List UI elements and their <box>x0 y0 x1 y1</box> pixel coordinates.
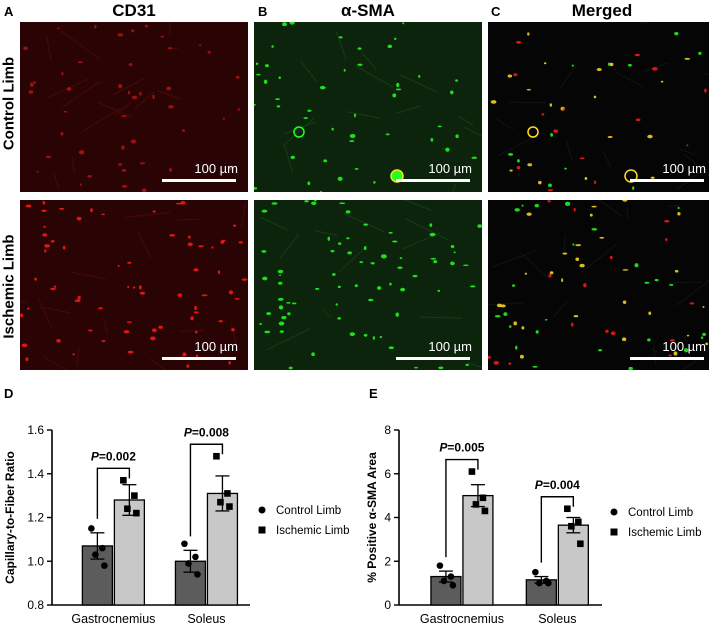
chart-asma-area: 0 2 4 6 8 % Positive α-SMA Area Gastrocnemius P… <box>365 423 702 626</box>
scale-bar-label: 100 µm <box>194 339 238 354</box>
data-point <box>194 571 201 578</box>
data-point <box>124 505 131 513</box>
p-value-label: P=0.002 <box>91 449 136 463</box>
legend-label: Ischemic Limb <box>628 527 702 539</box>
scale-bar-label: 100 µm <box>662 161 706 176</box>
x-tick-label: Soleus <box>187 612 225 626</box>
row-title-ischemic: Ischemic Limb <box>0 234 18 339</box>
scale-bar-label: 100 µm <box>428 161 472 176</box>
data-point <box>536 579 543 587</box>
row-title-control: Control Limb <box>0 56 18 151</box>
y-axis-label: % Positive α-SMA Area <box>365 452 379 583</box>
legend-marker-control <box>610 508 618 516</box>
scale-bar-label: 100 µm <box>194 161 238 176</box>
scale-bar <box>162 179 236 182</box>
significance-bracket <box>445 458 479 558</box>
micrograph-asma-ischemic: 100 µm <box>254 200 482 370</box>
scale-bar <box>396 179 470 182</box>
significance-bracket <box>540 496 575 563</box>
legend-marker-ischemic <box>258 526 266 534</box>
micrograph-cd31-ischemic: 100 µm <box>20 200 248 370</box>
bar <box>206 492 239 606</box>
bar <box>113 499 146 606</box>
data-point <box>217 498 224 506</box>
y-tick-label: 0 <box>384 598 391 612</box>
legend-marker-control <box>258 506 266 514</box>
data-point <box>568 522 575 530</box>
data-point <box>92 551 99 558</box>
data-point <box>575 518 582 526</box>
x-tick-label: Gastrocnemius <box>71 612 155 626</box>
data-point <box>213 452 220 460</box>
y-tick-label: 1.2 <box>27 511 44 525</box>
bar <box>430 575 462 606</box>
panel-letter-d: D <box>4 386 14 401</box>
x-tick-label: Gastrocnemius <box>420 612 504 626</box>
scale-bar <box>162 357 236 360</box>
data-point <box>181 540 188 548</box>
significance-bracket <box>96 467 131 519</box>
panel-letter-c: C <box>491 4 501 19</box>
data-point <box>436 562 444 569</box>
panel-letter-e: E <box>369 386 378 401</box>
data-point <box>440 577 448 585</box>
data-point <box>479 494 487 502</box>
micrograph-merged-control: 100 µm <box>488 22 709 192</box>
column-title-asma: α-SMA <box>341 1 395 20</box>
data-point <box>468 468 476 475</box>
data-point <box>185 560 192 567</box>
p-value-label: P=0.005 <box>439 441 484 455</box>
x-tick-label: Soleus <box>538 612 576 626</box>
data-point <box>532 568 539 576</box>
y-tick-label: 1.6 <box>27 423 44 437</box>
data-point <box>472 501 480 508</box>
data-point <box>449 582 457 589</box>
y-tick-label: 6 <box>384 467 391 481</box>
micrograph-merged-ischemic: 100 µm <box>488 200 709 370</box>
legend-marker-ischemic <box>610 528 618 536</box>
legend-label: Ischemic Limb <box>276 525 350 537</box>
data-point <box>131 492 138 499</box>
panel-letter-a: A <box>4 4 14 19</box>
data-point <box>481 507 489 515</box>
p-value-label: P=0.008 <box>184 425 229 439</box>
data-point <box>447 573 455 580</box>
data-point <box>545 579 552 587</box>
scale-bar <box>630 179 704 182</box>
data-point <box>99 544 106 552</box>
data-point <box>192 553 199 561</box>
p-value-label: P=0.004 <box>535 478 580 492</box>
data-point <box>88 525 95 532</box>
data-point <box>564 505 571 513</box>
column-title-cd31: CD31 <box>112 1 156 20</box>
legend-label: Control Limb <box>276 505 341 517</box>
y-tick-label: 0.8 <box>27 598 44 612</box>
y-axis-label: Capillary-to-Fiber Ratio <box>3 451 17 584</box>
y-tick-label: 1.4 <box>27 467 44 481</box>
bar <box>557 524 589 606</box>
y-tick-label: 8 <box>384 423 391 437</box>
data-point <box>120 477 127 484</box>
micrograph-asma-control: 100 µm <box>254 22 482 192</box>
scale-bar-label: 100 µm <box>428 339 472 354</box>
y-tick-label: 4 <box>384 511 391 525</box>
data-point <box>133 509 140 517</box>
scale-bar <box>630 357 704 360</box>
column-title-merged: Merged <box>571 1 633 20</box>
scale-bar <box>396 357 470 360</box>
bar <box>462 494 494 606</box>
data-point <box>226 503 233 510</box>
legend-label: Control Limb <box>628 507 693 519</box>
micrograph-cd31-control: 100 µm <box>20 22 248 192</box>
scale-bar-label: 100 µm <box>662 339 706 354</box>
chart-capillary-ratio: 0.8 1.0 1.2 1.4 1.6 Capillary-to-Fiber Ratio G… <box>3 423 350 626</box>
significance-bracket <box>189 443 224 537</box>
y-tick-label: 1.0 <box>27 554 44 568</box>
y-tick-label: 2 <box>384 554 391 568</box>
data-point <box>224 490 231 497</box>
data-point <box>101 562 108 569</box>
panel-letter-b: B <box>258 4 268 19</box>
data-point <box>577 540 584 548</box>
